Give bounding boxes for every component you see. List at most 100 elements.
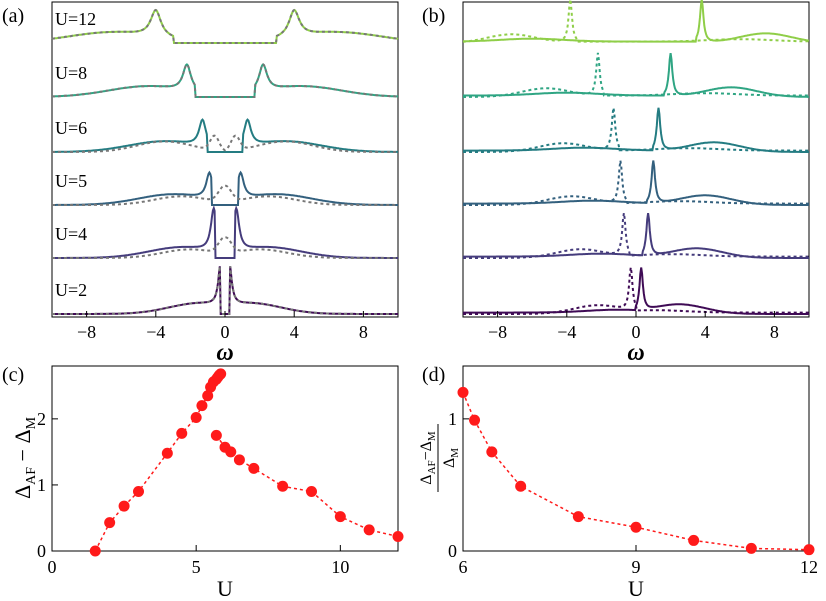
data-point (225, 446, 237, 458)
spectrum-dashed-U12 (462, 0, 810, 43)
spectrum-dashed-U8 (463, 52, 810, 98)
data-point (104, 517, 116, 529)
spectrum-solid-U5 (463, 160, 809, 206)
spectrum-solid-U12 (463, 0, 810, 43)
data-point (363, 524, 375, 536)
panel-label-c: (c) (2, 364, 24, 386)
data-point (572, 511, 584, 523)
panel-label-d: (d) (422, 364, 445, 386)
x-tick-label: 0 (48, 557, 57, 577)
panel-a-curves (51, 8, 399, 315)
panel-b-curves (462, 0, 810, 315)
svg-text:ΔAF−ΔM: ΔAF−ΔM (418, 431, 438, 485)
panel-d-xlabel: U (628, 576, 644, 601)
data-point (233, 454, 245, 466)
data-point (215, 368, 227, 380)
data-point (630, 521, 642, 533)
x-tick-label: 6 (459, 557, 468, 577)
panel-c-frame (51, 365, 399, 552)
spectrum-solid-U4 (52, 205, 398, 259)
x-tick-label: 8 (359, 322, 368, 342)
spectrum-dashed-U6 (52, 134, 398, 153)
spectrum-solid-U8 (463, 53, 809, 98)
x-tick-label: −8 (488, 322, 507, 342)
spectrum-dashed-U2 (463, 267, 809, 315)
data-point (486, 446, 498, 458)
x-tick-label: 12 (800, 557, 818, 577)
panel-b-xlabel: ω (627, 340, 644, 366)
x-tick-label: 0 (221, 322, 230, 342)
u-label-5: U=5 (55, 171, 87, 191)
x-tick-label: −4 (146, 322, 165, 342)
data-point (745, 542, 757, 554)
u-label-12: U=12 (55, 9, 96, 29)
spectrum-dashed-U6 (463, 107, 809, 153)
panel-a-frame (51, 1, 399, 318)
spectrum-dashed-U5 (52, 184, 398, 206)
data-point (176, 427, 188, 439)
panel-d-ticks: 6 9 12 0 1 (448, 409, 818, 577)
y-tick-label: 2 (37, 409, 46, 429)
spectrum-dashed-U4 (463, 212, 809, 259)
series-line (94, 373, 399, 552)
spectrum-solid-U6 (52, 118, 398, 153)
x-tick-label: 0 (632, 322, 641, 342)
y-tick-label: 1 (448, 409, 457, 429)
data-point (190, 412, 202, 424)
panel-a-ticks: −8 −4 0 4 8 (77, 311, 368, 342)
u-label-2: U=2 (55, 280, 87, 300)
data-point (118, 500, 130, 512)
spectrum-dashed-U8 (52, 63, 398, 98)
panel-label-a: (a) (2, 5, 24, 27)
data-point (210, 429, 222, 441)
spectrum-dashed-U4 (52, 236, 398, 259)
spectrum-dashed-U5 (463, 160, 809, 206)
y-tick-label: 0 (448, 541, 457, 561)
data-point (133, 486, 144, 498)
data-point (688, 534, 700, 546)
data-point (306, 486, 317, 498)
u-label-6: U=6 (55, 118, 87, 138)
svg-text:ΔM: ΔM (441, 448, 461, 468)
spectrum-solid-U5 (52, 170, 398, 206)
data-point (89, 545, 101, 557)
panel-label-b: (b) (422, 5, 445, 27)
x-tick-label: −8 (77, 322, 96, 342)
x-tick-label: 4 (701, 322, 710, 342)
spectrum-dashed-U12 (51, 8, 399, 44)
data-point (457, 386, 469, 398)
data-point (161, 447, 173, 459)
data-point (515, 480, 527, 492)
y-tick-label: 0 (37, 541, 46, 561)
panel-a-u-labels: U=2 U=4 U=5 U=6 U=8 U=12 (55, 9, 96, 300)
data-point (277, 480, 289, 492)
x-tick-label: −4 (557, 322, 576, 342)
spectrum-solid-U4 (463, 212, 809, 259)
y-tick-label: 1 (37, 475, 46, 495)
u-label-4: U=4 (55, 224, 87, 244)
spectrum-solid-U2 (52, 266, 398, 315)
panel-c-xlabel: U (217, 576, 233, 601)
x-tick-label: 8 (770, 322, 779, 342)
data-point (202, 390, 214, 402)
x-tick-label: 4 (290, 322, 299, 342)
data-point (392, 530, 404, 542)
data-point (196, 400, 208, 412)
panel-a-xlabel: ω (216, 340, 233, 366)
x-tick-label: 10 (331, 557, 349, 577)
data-point (248, 462, 260, 474)
panel-c-series (89, 368, 404, 557)
data-point (803, 544, 815, 556)
u-label-8: U=8 (55, 63, 87, 83)
panel-c-ylabel: ΔAF − ΔM (10, 416, 39, 499)
x-tick-label: 9 (632, 557, 641, 577)
panel-d-series (457, 386, 815, 556)
spectrum-solid-U6 (463, 107, 809, 153)
panel-d-ylabel: ΔAF−ΔM ΔM (418, 424, 461, 492)
panel-c-ticks: 0 5 10 0 1 2 (37, 409, 349, 577)
spectrum-dashed-U2 (52, 266, 398, 315)
data-point (469, 414, 481, 426)
spectrum-solid-U12 (51, 8, 399, 44)
x-tick-label: 5 (192, 557, 201, 577)
